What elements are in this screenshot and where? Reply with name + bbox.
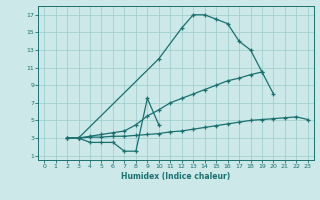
X-axis label: Humidex (Indice chaleur): Humidex (Indice chaleur)	[121, 172, 231, 181]
